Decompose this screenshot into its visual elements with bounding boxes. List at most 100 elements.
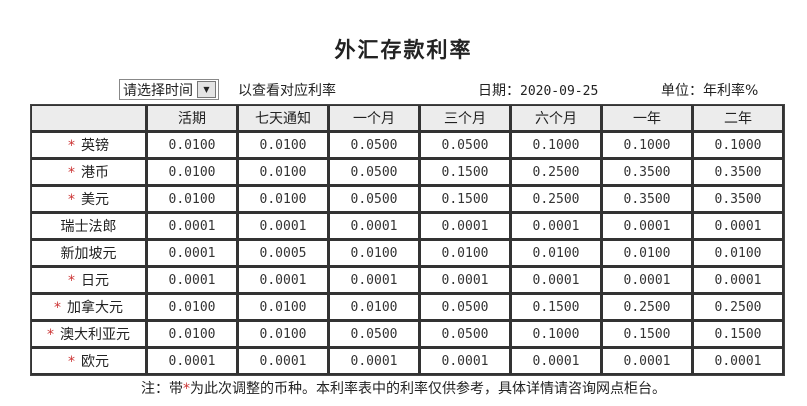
rate-cell: 0.0001 [602, 213, 693, 240]
rate-cell: 0.1000 [693, 132, 784, 159]
time-select[interactable]: 请选择时间 ▼ [119, 79, 219, 100]
date-label: 日期： [478, 83, 520, 99]
column-header: 二年 [693, 105, 784, 132]
adjusted-marker: * [54, 300, 61, 316]
rate-cell: 0.0100 [147, 321, 238, 348]
rate-cell: 0.1000 [602, 132, 693, 159]
adjusted-marker: * [68, 354, 75, 370]
rate-cell: 0.0500 [329, 159, 420, 186]
rate-cell: 0.1500 [420, 159, 511, 186]
currency-name: 瑞士法郎 [60, 219, 117, 235]
rate-cell: 0.0001 [147, 348, 238, 375]
rate-cell: 0.0100 [420, 240, 511, 267]
rate-cell: 0.1500 [511, 294, 602, 321]
table-row: * 英镑 0.0100 0.0100 0.0500 0.0500 0.1000 0.1000 0… [31, 132, 784, 159]
currency-name: 港币 [81, 165, 109, 181]
rate-cell: 0.1000 [511, 132, 602, 159]
currency-name: 加拿大元 [67, 300, 123, 316]
rate-cell: 0.0500 [329, 321, 420, 348]
column-header: 七天通知 [238, 105, 329, 132]
currency-name: 澳大利亚元 [60, 327, 130, 343]
rate-cell: 0.0100 [238, 132, 329, 159]
note-prefix: 注：带 [141, 381, 183, 397]
rate-cell: 0.0100 [693, 240, 784, 267]
rate-cell: 0.0100 [238, 294, 329, 321]
rate-cell: 0.1000 [511, 321, 602, 348]
rate-cell: 0.2500 [693, 294, 784, 321]
table-row: 瑞士法郎 0.0001 0.0001 0.0001 0.0001 0.0001 0.0001… [31, 213, 784, 240]
rate-cell: 0.0001 [238, 267, 329, 294]
rate-cell: 0.0100 [238, 186, 329, 213]
rate-cell: 0.0500 [329, 186, 420, 213]
currency-name: 日元 [81, 273, 109, 289]
rate-cell: 0.0001 [420, 267, 511, 294]
rate-cell: 0.0100 [147, 294, 238, 321]
column-header: 活期 [147, 105, 238, 132]
date-value: 2020-09-25 [520, 84, 599, 99]
rate-cell: 0.2500 [511, 186, 602, 213]
adjusted-marker: * [68, 138, 75, 154]
currency-cell: * 港币 [31, 159, 147, 186]
adjusted-marker: * [68, 165, 75, 181]
rate-cell: 0.0005 [238, 240, 329, 267]
rate-cell: 0.3500 [693, 186, 784, 213]
rate-cell: 0.0100 [238, 321, 329, 348]
rate-cell: 0.0100 [147, 132, 238, 159]
rate-cell: 0.0500 [329, 132, 420, 159]
rate-cell: 0.0100 [329, 294, 420, 321]
rate-cell: 0.0500 [420, 321, 511, 348]
rate-cell: 0.0001 [420, 213, 511, 240]
rates-table: 活期 七天通知 一个月 三个月 六个月 一年 二年 * 英镑 0.0100 0.0100 0.050… [30, 104, 785, 376]
currency-cell: * 日元 [31, 267, 147, 294]
rate-cell: 0.0001 [420, 348, 511, 375]
table-row: * 澳大利亚元 0.0100 0.0100 0.0500 0.0500 0.1000 0.15… [31, 321, 784, 348]
rate-cell: 0.0001 [693, 348, 784, 375]
footnote: 注：带*为此次调整的币种。本利率表中的利率仅供参考，具体详情请咨询网点柜台。 [0, 378, 807, 398]
rate-cell: 0.0100 [602, 240, 693, 267]
currency-cell: * 加拿大元 [31, 294, 147, 321]
column-header: 一个月 [329, 105, 420, 132]
note-marker: * [183, 381, 190, 397]
adjusted-marker: * [68, 273, 75, 289]
rate-cell: 0.3500 [602, 159, 693, 186]
chevron-down-icon[interactable]: ▼ [197, 81, 216, 98]
adjusted-marker: * [47, 327, 54, 343]
currency-cell: 瑞士法郎 [31, 213, 147, 240]
currency-name: 新加坡元 [60, 246, 117, 262]
rate-cell: 0.1500 [420, 186, 511, 213]
date-display: 日期：2020-09-25 [478, 80, 598, 100]
rate-cell: 0.0100 [511, 240, 602, 267]
currency-cell: * 英镑 [31, 132, 147, 159]
rate-cell: 0.0500 [420, 294, 511, 321]
rate-cell: 0.0100 [329, 240, 420, 267]
currency-name: 英镑 [81, 138, 109, 154]
rate-cell: 0.0001 [693, 267, 784, 294]
column-header [31, 105, 147, 132]
rate-cell: 0.0001 [602, 267, 693, 294]
rate-cell: 0.0001 [329, 267, 420, 294]
rate-cell: 0.1500 [693, 321, 784, 348]
currency-name: 美元 [81, 192, 109, 208]
adjusted-marker: * [68, 192, 75, 208]
rate-cell: 0.0001 [238, 213, 329, 240]
currency-cell: * 欧元 [31, 348, 147, 375]
rate-cell: 0.3500 [693, 159, 784, 186]
page-title: 外汇存款利率 [334, 37, 473, 62]
column-header: 一年 [602, 105, 693, 132]
rate-cell: 0.0001 [693, 213, 784, 240]
table-row: 新加坡元 0.0001 0.0005 0.0100 0.0100 0.0100 0.0100… [31, 240, 784, 267]
rate-cell: 0.3500 [602, 186, 693, 213]
rate-cell: 0.1500 [602, 321, 693, 348]
table-row: * 加拿大元 0.0100 0.0100 0.0100 0.0500 0.1500 0.250… [31, 294, 784, 321]
column-header: 三个月 [420, 105, 511, 132]
rate-cell: 0.0001 [602, 348, 693, 375]
rate-cell: 0.0001 [511, 267, 602, 294]
rate-cell: 0.0100 [147, 159, 238, 186]
rate-cell: 0.0001 [147, 267, 238, 294]
column-header: 六个月 [511, 105, 602, 132]
currency-cell: * 美元 [31, 186, 147, 213]
table-row: * 日元 0.0001 0.0001 0.0001 0.0001 0.0001 0.0001 0… [31, 267, 784, 294]
rate-cell: 0.2500 [511, 159, 602, 186]
table-row: * 欧元 0.0001 0.0001 0.0001 0.0001 0.0001 0.0001 0… [31, 348, 784, 375]
rate-cell: 0.2500 [602, 294, 693, 321]
